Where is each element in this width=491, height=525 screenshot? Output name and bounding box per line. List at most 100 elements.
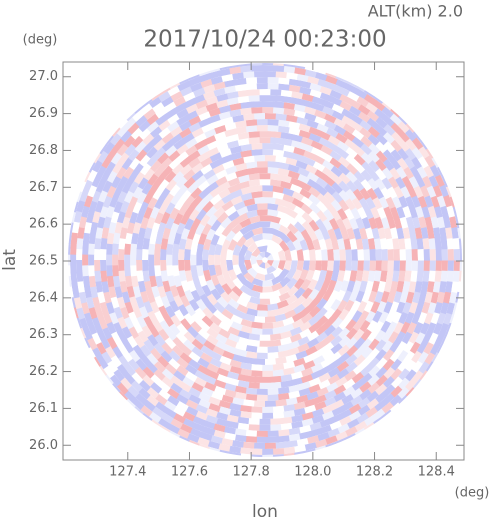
texture-cell [304, 442, 317, 451]
texture-cell [155, 114, 168, 126]
texture-cell [218, 181, 231, 192]
texture-cell [410, 238, 418, 250]
texture-cell [459, 260, 462, 272]
texture-cell [384, 227, 393, 240]
texture-cell [207, 70, 221, 80]
texture-cell [142, 248, 149, 260]
texture-cell [203, 84, 216, 94]
texture-cell [374, 178, 386, 191]
texture-cell [418, 146, 430, 160]
texture-cell [124, 363, 136, 377]
texture-cell [82, 264, 89, 277]
texture-cell [337, 344, 350, 357]
texture-cell [351, 372, 365, 384]
texture-cell [350, 300, 361, 313]
texture-cell [180, 227, 190, 240]
texture-cell [240, 101, 253, 109]
texture-cell [392, 238, 400, 250]
texture-cell [360, 135, 373, 148]
texture-cell [284, 309, 297, 320]
texture-cell [157, 221, 167, 235]
texture-cell [361, 270, 370, 283]
texture-cell [381, 249, 388, 261]
texture-cell [314, 169, 328, 181]
texture-cell [417, 312, 428, 325]
texture-cell [256, 310, 268, 317]
texture-cell [214, 243, 223, 256]
texture-cell [160, 269, 169, 282]
texture-cell [376, 150, 388, 163]
texture-cell [328, 142, 341, 154]
texture-cell [404, 238, 412, 250]
texture-cell [322, 218, 334, 232]
texture-cell [256, 304, 268, 311]
texture-cell [318, 238, 328, 251]
texture-cell [197, 320, 211, 333]
texture-cell [216, 273, 227, 287]
texture-cell [235, 272, 247, 285]
texture-cell [285, 440, 298, 448]
texture-cell [288, 78, 301, 87]
texture-cell [278, 125, 291, 134]
texture-cell [200, 78, 213, 88]
texture-cell [315, 307, 328, 320]
texture-cell [368, 290, 378, 304]
texture-cell [187, 351, 201, 363]
texture-cell [367, 238, 376, 251]
texture-cell [219, 154, 233, 165]
texture-cell [201, 306, 214, 320]
texture-cell [353, 337, 366, 350]
texture-cell [239, 453, 252, 457]
texture-cell [277, 429, 290, 437]
texture-cell [100, 270, 108, 282]
texture-cell [259, 137, 272, 144]
texture-cell [103, 291, 112, 304]
texture-cell [368, 217, 378, 230]
texture-cell [308, 133, 322, 143]
texture-cell [403, 341, 414, 354]
texture-cell [216, 211, 229, 224]
texture-cell [383, 206, 393, 220]
texture-cell [324, 270, 334, 283]
texture-cell [398, 139, 411, 153]
texture-cell [91, 174, 102, 188]
texture-cell [290, 183, 303, 194]
texture-cell [317, 432, 330, 442]
texture-cell [250, 364, 263, 371]
texture-cell [304, 345, 318, 357]
texture-cell [348, 410, 362, 422]
texture-cell [214, 264, 223, 277]
texture-cell [329, 413, 343, 424]
texture-cell [199, 352, 213, 364]
texture-cell [183, 91, 196, 102]
texture-cell [76, 199, 86, 213]
texture-cell [251, 107, 263, 114]
texture-cell [267, 77, 280, 84]
texture-cell [297, 167, 311, 178]
texture-cell [320, 280, 331, 293]
texture-cell [286, 239, 297, 252]
texture-cell [333, 118, 347, 129]
texture-cell [256, 119, 269, 126]
texture-cell [151, 406, 165, 418]
texture-cell [272, 191, 285, 200]
texture-cell [95, 280, 103, 293]
texture-cell [220, 437, 234, 447]
texture-cell [135, 148, 148, 162]
texture-cell [150, 159, 162, 173]
texture-cell [192, 422, 206, 433]
texture-cell [361, 161, 374, 174]
texture-cell [248, 333, 260, 341]
texture-cell [312, 161, 326, 173]
texture-cell [296, 249, 304, 261]
texture-cell [307, 229, 319, 242]
texture-cell [262, 149, 274, 156]
texture-cell [264, 358, 276, 365]
texture-cell [242, 399, 255, 407]
texture-cell [424, 216, 433, 229]
texture-cell [178, 248, 185, 260]
texture-cell [403, 350, 415, 364]
texture-cell [234, 385, 247, 394]
texture-cell [88, 253, 95, 266]
texture-cell [256, 203, 269, 210]
